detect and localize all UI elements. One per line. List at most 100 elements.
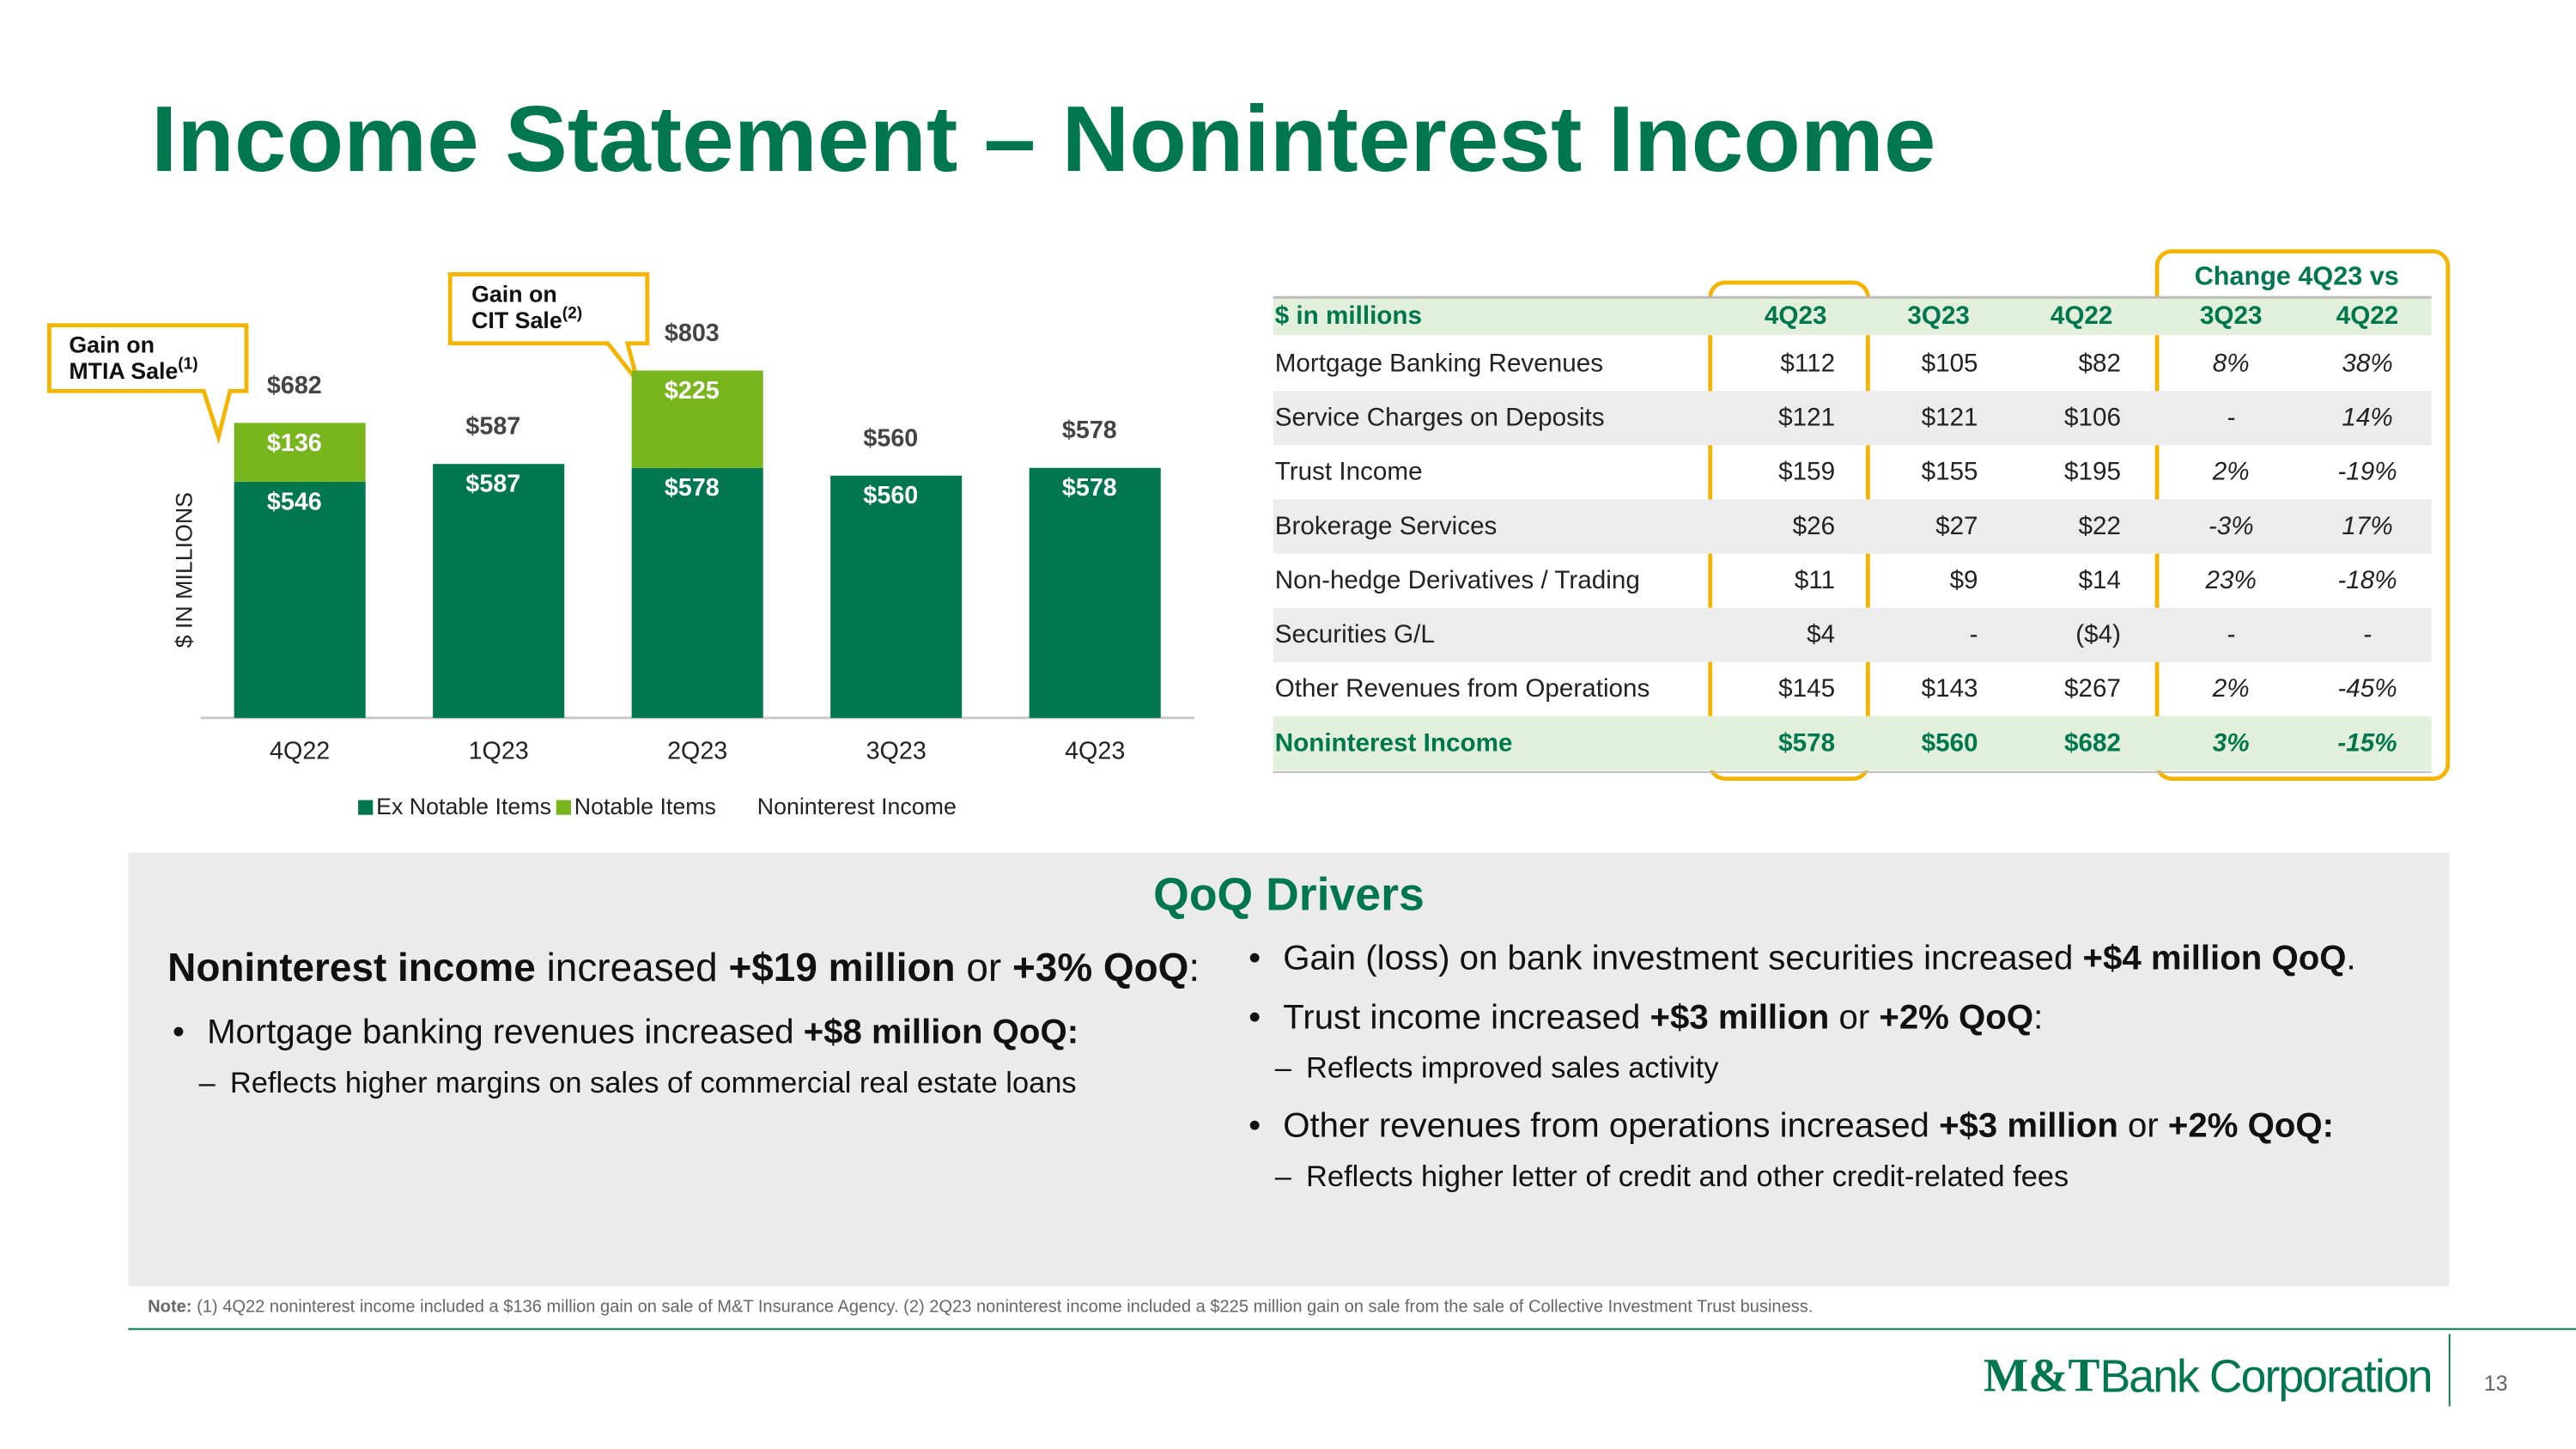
text-run: +2% QoQ — [1879, 998, 2034, 1037]
table-cell: 38% — [2342, 349, 2392, 377]
sub-list: Reflects improved sales activity — [1243, 1050, 2377, 1086]
table-cell: $14 — [2079, 566, 2121, 594]
text-run: +$8 million QoQ: — [803, 1014, 1079, 1052]
callout-text: Gain on — [471, 281, 557, 307]
table-cell: 23% — [2205, 566, 2257, 594]
legend-label: Noninterest Income — [757, 794, 957, 819]
table-cell: $560 — [1922, 728, 1978, 757]
callout-note: (2) — [562, 304, 582, 322]
callout-text: CIT Sale(2) — [471, 304, 582, 333]
x-tick-label: 2Q23 — [667, 738, 727, 765]
row-bg — [1273, 391, 2432, 446]
table-cell: Brokerage Services — [1275, 512, 1498, 540]
bullet: Mortgage banking revenues increased +$8 … — [167, 1014, 1202, 1052]
table-cell: Noninterest Income — [1275, 728, 1513, 757]
x-tick-label: 4Q23 — [1065, 738, 1125, 765]
bar-segment — [234, 423, 366, 482]
callout-text: MTIA Sale(1) — [69, 356, 197, 385]
table-cell: ($4) — [2075, 620, 2121, 648]
callout-box — [47, 323, 249, 445]
callout-line: CIT Sale — [471, 307, 562, 333]
column-header: 3Q23 — [2200, 301, 2263, 330]
y-axis-label: $ IN MILLIONS — [171, 492, 197, 648]
table-cell: $578 — [1778, 728, 1835, 757]
bar-segment — [830, 475, 963, 718]
table-cell: -3% — [2208, 512, 2254, 540]
table-cell: Mortgage Banking Revenues — [1275, 349, 1603, 377]
table-cell: -15% — [2337, 728, 2397, 757]
segment-label: $225 — [665, 377, 720, 405]
text-run: Trust income increased — [1283, 998, 1650, 1037]
bullet: Gain (loss) on bank investment securitie… — [1243, 941, 2377, 977]
bullet: Trust income increased +$3 million or +2… — [1243, 998, 2377, 1037]
table-cell: $11 — [1795, 566, 1835, 594]
table-cell: Service Charges on Deposits — [1275, 404, 1605, 432]
table-cell: $4 — [1807, 620, 1835, 648]
table-cell: $121 — [1778, 404, 1835, 432]
table-cell: $155 — [1922, 458, 1978, 486]
callout-note: (1) — [178, 356, 197, 374]
callout-line: MTIA Sale — [69, 358, 178, 384]
footnote-text: (1) 4Q22 noninterest income included a $… — [192, 1298, 1814, 1317]
total-label: $560 — [863, 424, 918, 452]
text-run: +2% QoQ: — [2167, 1107, 2335, 1146]
table-cell: $195 — [2064, 458, 2121, 486]
row-bg — [1273, 607, 2432, 662]
callout-line: Gain on — [69, 332, 155, 358]
text-run: : — [1188, 946, 1200, 991]
callout-line: Gain on — [471, 281, 557, 307]
drivers-right: Gain (loss) on bank investment securitie… — [1243, 918, 2377, 1195]
table-cell: $106 — [2064, 404, 2121, 432]
table-cell: $112 — [1780, 349, 1835, 377]
table-cell: -45% — [2337, 674, 2397, 703]
table-cell: $26 — [1793, 512, 1835, 540]
table-cell: Securities G/L — [1275, 620, 1435, 648]
table-cell: $105 — [1922, 349, 1978, 377]
text-run: : — [2033, 998, 2044, 1037]
sub-bullet: Reflects higher letter of credit and oth… — [1243, 1158, 2377, 1194]
page-number: 13 — [2484, 1372, 2508, 1396]
table-cell: - — [2227, 404, 2235, 432]
drivers-panel: QoQ Drivers Noninterest income increased… — [128, 852, 2450, 1287]
table-cell: $159 — [1778, 458, 1835, 486]
total-label: $803 — [665, 320, 720, 347]
segment-label: $560 — [863, 482, 918, 509]
text-run: +3% QoQ — [1012, 946, 1189, 991]
text-run: +$4 million QoQ — [2082, 940, 2347, 978]
text-run: or — [1829, 998, 1880, 1037]
bar-segment — [631, 467, 763, 718]
text-run: Mortgage banking revenues increased — [207, 1014, 804, 1052]
legend-label: Ex Notable Items — [376, 794, 551, 819]
logo-mark: M&T — [1984, 1349, 2100, 1401]
table-cell: $82 — [2079, 349, 2121, 377]
table-cell: 2% — [2212, 674, 2250, 703]
table-cell: 14% — [2342, 404, 2392, 432]
legend-swatch — [556, 800, 571, 815]
legend-label: Notable Items — [574, 794, 716, 819]
segment-label: $587 — [465, 471, 520, 498]
segment-label: $136 — [267, 429, 322, 457]
text-run: +$3 million — [1939, 1107, 2118, 1146]
column-header: $ in millions — [1275, 301, 1422, 330]
table-cell: - — [2363, 620, 2372, 648]
lead-text: Noninterest income increased +$19 millio… — [167, 945, 1202, 992]
table-cell: 2% — [2212, 458, 2250, 486]
x-tick-label: 4Q22 — [270, 738, 330, 765]
logo: M&TBank Corporation — [1984, 1349, 2432, 1402]
header-row-bg — [1273, 297, 2432, 336]
legend-swatch — [358, 800, 374, 815]
table-group-header: Change 4Q23 vs — [2195, 261, 2399, 290]
text-run: increased — [535, 946, 729, 991]
table-cell: $121 — [1922, 404, 1978, 432]
table-cell: 17% — [2342, 512, 2392, 540]
column-header: 4Q22 — [2050, 301, 2113, 330]
sub-bullet: Reflects improved sales activity — [1243, 1050, 2377, 1086]
total-label: $578 — [1062, 417, 1117, 444]
column-header: 4Q23 — [1765, 301, 1827, 330]
bar-segment — [631, 370, 763, 468]
column-header: 3Q23 — [1907, 301, 1970, 330]
table-cell: Trust Income — [1275, 458, 1423, 486]
